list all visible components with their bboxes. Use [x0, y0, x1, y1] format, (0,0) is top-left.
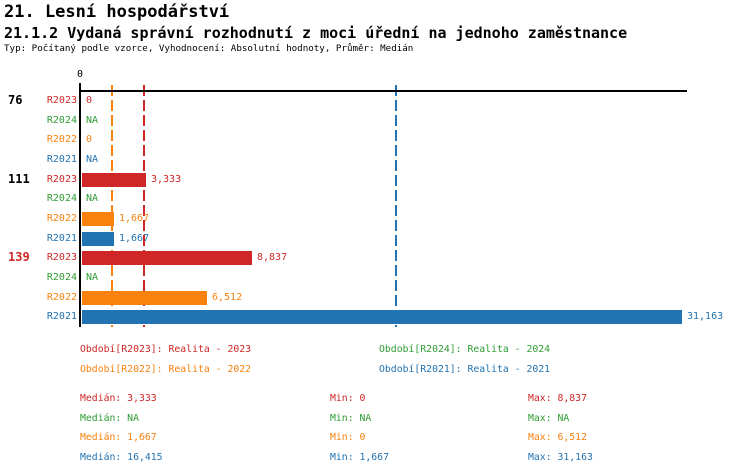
stat-min: Min: 0	[330, 393, 366, 404]
stats-row-r2022: Medián: 1,667 Min: 0 Max: 6,512	[0, 428, 750, 448]
stat-max: Max: 31,163	[528, 451, 593, 463]
stat-min: Min: 0	[330, 432, 366, 444]
legend-item-r2021: Období[R2021]: Realita - 2021	[379, 363, 551, 375]
value-label: NA	[86, 114, 99, 126]
x-axis	[79, 90, 687, 92]
bar-r2022	[82, 290, 207, 305]
value-label: NA	[86, 154, 99, 165]
value-label: 8,837	[257, 252, 288, 264]
stat-max: Max: NA	[528, 412, 570, 424]
row-label-r2021: R2021	[46, 311, 77, 323]
legend-item-r2022: Období[R2022]: Realita - 2022	[80, 363, 252, 375]
stat-max: Max: 6,512	[528, 432, 587, 444]
chart-type-line: Typ: Počítaný podle vzorce, Vyhodnocení:…	[4, 43, 414, 54]
stat-min: Min: NA	[330, 412, 372, 424]
group-count: 139	[8, 250, 30, 265]
stat-min: Min: 1,667	[330, 451, 389, 463]
value-label: NA	[86, 193, 99, 205]
row-label-r2024: R2024	[46, 272, 77, 284]
value-label: 0	[86, 95, 93, 106]
stat-median: Medián: NA	[80, 412, 139, 424]
median-line-r2023	[143, 85, 145, 327]
legend-item-r2024: Období[R2024]: Realita - 2024	[379, 344, 551, 355]
x-axis-zero-label: 0	[76, 69, 84, 80]
row-label-r2022: R2022	[46, 213, 77, 225]
legend: Období[R2023]: Realita - 2023 Období[R20…	[0, 340, 750, 380]
bar-r2023	[82, 172, 146, 187]
value-label: 31,163	[687, 311, 724, 323]
page-title: 21. Lesní hospodářství	[4, 2, 230, 22]
row-label-r2022: R2022	[46, 291, 77, 303]
stat-median: Medián: 16,415	[80, 451, 163, 463]
bar-r2021	[82, 310, 682, 325]
value-label: 1,667	[119, 213, 150, 225]
stat-max: Max: 8,837	[528, 393, 587, 404]
value-label: 3,333	[151, 173, 182, 185]
legend-item-r2023: Období[R2023]: Realita - 2023	[80, 344, 252, 355]
value-label: 0	[86, 134, 93, 146]
value-label: 6,512	[212, 291, 243, 303]
row-label-r2021: R2021	[46, 232, 77, 244]
row-label-r2022: R2022	[46, 134, 77, 146]
stats-row-r2024: Medián: NA Min: NA Max: NA	[0, 409, 750, 429]
chart-subtitle: 21.1.2 Vydaná správní rozhodnutí z moci …	[4, 24, 628, 42]
bar-r2023	[82, 251, 252, 266]
value-label: NA	[86, 272, 99, 284]
stats-row-r2021: Medián: 16,415 Min: 1,667 Max: 31,163	[0, 448, 750, 468]
stat-median: Medián: 3,333	[80, 393, 157, 404]
stat-median: Medián: 1,667	[80, 432, 157, 444]
stats-table: Medián: 3,333 Min: 0 Max: 8,837 Medián: …	[0, 389, 750, 469]
median-line-r2021	[395, 85, 397, 327]
row-label-r2023: R2023	[46, 95, 77, 106]
stats-row-r2023: Medián: 3,333 Min: 0 Max: 8,837	[0, 389, 750, 409]
median-line-r2022	[111, 85, 113, 327]
group-count: 76	[8, 93, 23, 107]
value-label: 1,667	[119, 232, 150, 244]
row-label-r2024: R2024	[46, 114, 77, 126]
row-label-r2021: R2021	[46, 154, 77, 165]
row-label-r2024: R2024	[46, 193, 77, 205]
row-label-r2023: R2023	[46, 173, 77, 185]
y-axis	[79, 83, 81, 327]
bar-r2022	[82, 211, 114, 226]
row-label-r2023: R2023	[46, 252, 77, 264]
group-count: 111	[8, 171, 30, 186]
bar-r2021	[82, 231, 114, 246]
